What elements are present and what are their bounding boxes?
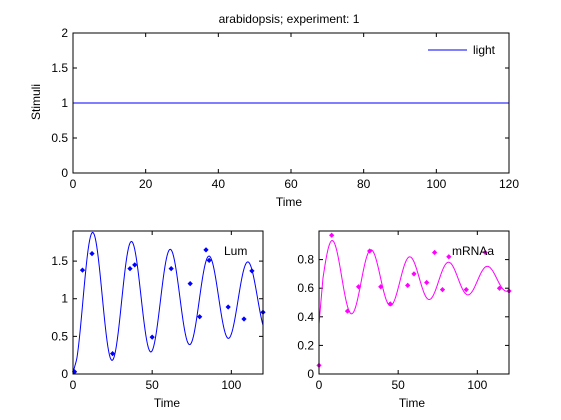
lum-axes-background — [73, 231, 263, 374]
lum-y-tick-label: 0.5 — [51, 329, 68, 343]
mrna-data-point — [344, 308, 351, 314]
lum-data-point — [249, 268, 255, 274]
mrna-data-point — [405, 282, 411, 288]
mrna-y-tick-label: 0.6 — [297, 281, 314, 295]
mrna-x-tick-label: 50 — [391, 378, 405, 392]
stimuli-legend: light — [428, 43, 496, 57]
mrna-data-point — [482, 249, 488, 256]
lum-x-axis-label: Time — [154, 396, 181, 410]
stimuli-y-tick-label: 2 — [61, 26, 68, 40]
stimuli-x-tick-label: 60 — [284, 177, 298, 191]
stimuli-plot-area: 0 20 40 60 80 100 120 0 0.5 1 1.5 2 — [51, 26, 519, 191]
mrna-axes-background — [319, 231, 509, 374]
lum-data-point — [109, 351, 116, 357]
mrna-y-tick-label: 0.8 — [297, 253, 314, 267]
lum-axes-frame — [72, 230, 264, 375]
stimuli-x-tick-label: 40 — [212, 177, 226, 191]
mrna-data-point — [431, 249, 438, 256]
mrna-data-point — [367, 248, 373, 254]
lum-y-tick-label: 1 — [61, 292, 68, 306]
lum-data-point — [206, 257, 212, 263]
lum-data-point — [89, 250, 95, 257]
stimuli-x-axis-label: Time — [276, 195, 303, 209]
lum-data-point — [127, 266, 133, 272]
stimuli-x-tick-label: 0 — [70, 177, 77, 191]
stimuli-panel: arabidopsis; experiment: 1 0 20 40 60 80 100 1… — [29, 12, 519, 209]
stimuli-y-tick-label: 0.5 — [51, 131, 68, 145]
stimuli-x-tick-label: 120 — [499, 177, 519, 191]
mrna-y-tick-label: 0 — [307, 367, 314, 381]
mrna-data-point — [329, 232, 335, 238]
stimuli-y-tick-label: 1 — [61, 96, 68, 110]
lum-x-tick-label: 50 — [145, 378, 159, 392]
mrna-data-point — [355, 284, 362, 290]
mrna-y-tick-label: 0.2 — [297, 338, 314, 352]
lum-data-point — [203, 247, 209, 253]
mrna-data-point — [424, 279, 430, 286]
mrna-x-tick-label: 100 — [467, 378, 487, 392]
mrna-plot-area: 0 50 100 0 0.2 0.4 0.6 0.8 — [297, 230, 512, 392]
stimuli-x-tick-label: 20 — [139, 177, 153, 191]
legend-label-light: light — [473, 43, 496, 57]
legend-label-mrnaa: mRNAa — [452, 244, 494, 258]
lum-data-point — [79, 267, 86, 273]
lum-data-point — [132, 262, 138, 268]
lum-data-point — [197, 314, 203, 320]
lum-y-tick-label: 1.5 — [51, 254, 68, 268]
mrna-data-point — [496, 285, 503, 291]
lum-data-point — [241, 316, 247, 322]
mrna-y-tick-label: 0.4 — [297, 310, 314, 324]
stimuli-axes-frame — [72, 32, 510, 174]
stimuli-y-axis-label: Stimuli — [29, 84, 43, 120]
mrna-axes-frame — [318, 230, 510, 375]
lum-data-point — [149, 334, 155, 340]
mrna-data-point — [411, 271, 417, 277]
mrna-series-line — [319, 240, 509, 324]
lum-plot-area: 0 50 100 0 0.5 1 1.5 — [51, 230, 266, 392]
lum-x-tick-label: 0 — [70, 378, 77, 392]
mrna-data-point — [463, 287, 469, 293]
lum-x-tick-label: 100 — [221, 378, 241, 392]
mrna-data-point — [387, 301, 393, 307]
legend-label-lum: Lum — [224, 244, 247, 258]
chart-title: arabidopsis; experiment: 1 — [219, 12, 360, 26]
lum-y-tick-label: 0 — [61, 367, 68, 381]
stimuli-y-tick-label: 0 — [61, 166, 68, 180]
mrna-data-point — [446, 254, 452, 260]
stimuli-x-tick-label: 100 — [426, 177, 446, 191]
mrna-x-axis-label: Time — [399, 396, 426, 410]
mrna-panel: 0 50 100 0 0.2 0.4 0.6 0.8 Time mRNAa — [297, 230, 512, 410]
mrna-data-point — [378, 284, 384, 290]
lum-series-line — [73, 231, 263, 373]
stimuli-y-tick-label: 1.5 — [51, 61, 68, 75]
lum-panel: 0 50 100 0 0.5 1 1.5 Time Lum — [51, 230, 266, 410]
lum-data-point — [187, 281, 193, 287]
mrna-data-point — [439, 287, 446, 293]
lum-data-point — [168, 266, 174, 272]
mrna-x-tick-label: 0 — [316, 378, 323, 392]
lum-data-point — [225, 304, 231, 310]
stimuli-x-tick-label: 80 — [357, 177, 371, 191]
